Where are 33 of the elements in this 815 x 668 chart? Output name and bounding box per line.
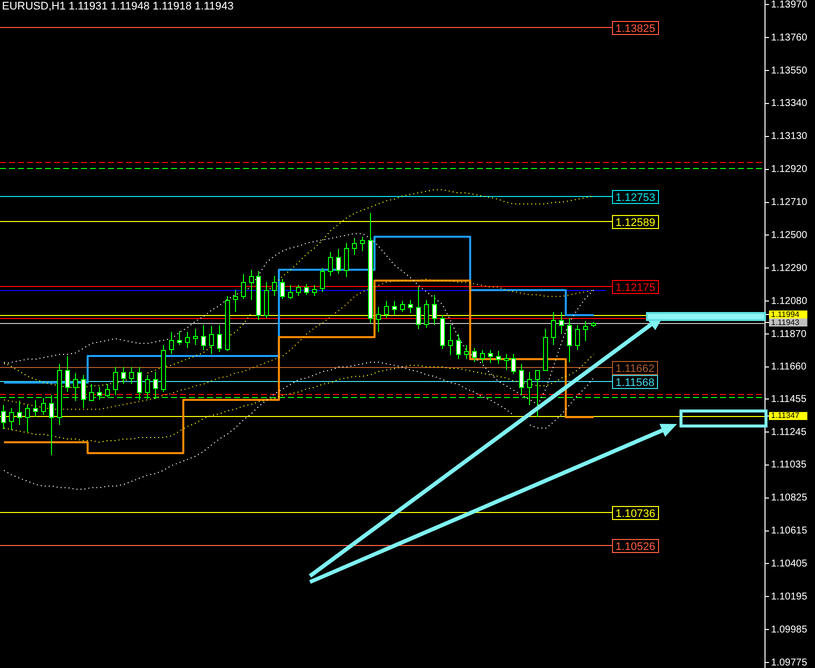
ref-line-label: 1.10526 — [616, 541, 656, 554]
y-tick-label: 1.13550 — [771, 65, 808, 76]
y-tick-label: 1.12920 — [771, 164, 808, 176]
y-tick-label: 1.12710 — [771, 197, 808, 208]
ref-line-label: 1.11568 — [616, 377, 654, 390]
y-tick-label: 1.11347 — [771, 411, 800, 420]
y-tick-label: 1.12290 — [771, 262, 808, 274]
y-tick-label: 1.10615 — [771, 526, 808, 537]
y-tick-label: 1.12080 — [771, 296, 808, 307]
ref-line-label: 1.10736 — [616, 508, 656, 520]
y-tick-label: 1.10825 — [771, 492, 808, 504]
y-tick-label: 1.11870 — [771, 328, 807, 340]
ref-line-label: 1.12175 — [616, 282, 656, 294]
y-tick-label: 1.11660 — [771, 362, 807, 373]
y-tick-label: 1.11245 — [771, 426, 807, 438]
ref-line-label: 1.11662 — [616, 363, 654, 376]
y-tick-label: 1.11994 — [771, 310, 800, 319]
ref-line-label: 1.12589 — [616, 217, 656, 230]
y-tick-label: 1.12500 — [771, 230, 808, 241]
y-tick-label: 1.13130 — [771, 131, 808, 142]
y-tick-label: 1.10405 — [771, 558, 808, 570]
y-tick-label: 1.09985 — [771, 624, 808, 636]
y-tick-label: 1.09775 — [771, 657, 808, 668]
ref-line-label: 1.13825 — [616, 23, 656, 36]
y-tick-label: 1.13970 — [771, 0, 808, 10]
y-tick-label: 1.11943 — [771, 318, 800, 327]
y-tick-label: 1.13340 — [771, 98, 808, 110]
chart-title: EURUSD,H1 1.11931 1.11948 1.11918 1.11943 — [2, 0, 234, 13]
y-tick-label: 1.13760 — [771, 32, 808, 44]
y-tick-label: 1.11455 — [771, 394, 807, 405]
y-tick-label: 1.10195 — [771, 591, 808, 602]
y-tick-label: 1.11035 — [771, 460, 807, 471]
ref-line-label: 1.12753 — [616, 192, 656, 204]
